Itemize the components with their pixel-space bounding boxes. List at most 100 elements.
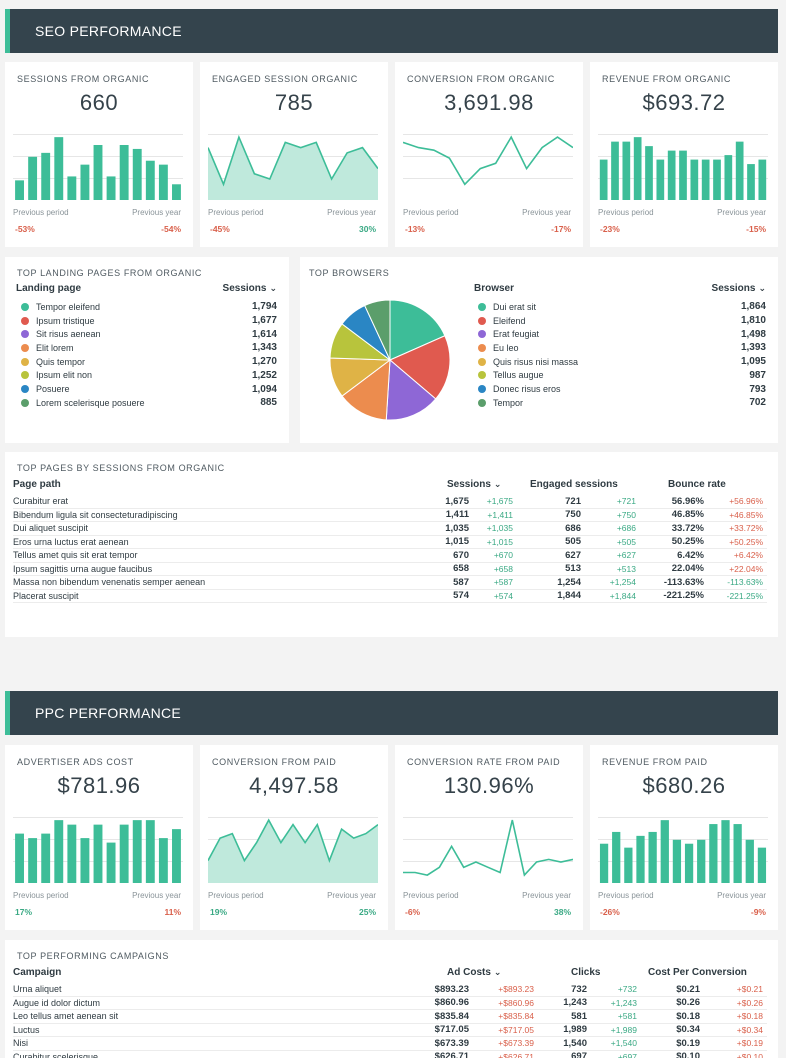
pie-slice[interactable] [364,299,391,361]
row-label: Posuere [36,384,70,395]
clicks-cell: 1,540 [563,1037,587,1049]
browser-row[interactable]: Tempor 702 [478,396,766,410]
previous-year-label: Previous year [717,891,766,900]
engaged-cell: 513 [565,563,581,575]
landing-col-sessions-label: Sessions [222,283,267,294]
spark-bar [672,839,682,883]
browser-row[interactable]: Eleifend 1,810 [478,314,766,328]
landing-page-row[interactable]: Lorem scelerisque posuere 885 [21,396,277,410]
cpc-delta-cell: +$0.18 [736,1011,763,1022]
previous-year-label: Previous year [327,208,376,217]
browser-row[interactable]: Eu leo 1,393 [478,341,766,355]
row-value: 1,094 [251,383,277,395]
campaigns-card: TOP PERFORMING CAMPAIGNS Campaign Ad Cos… [5,940,778,1058]
landing-page-row[interactable]: Ipsum tristique 1,677 [21,314,277,328]
campaign-name-cell: Augue id dolor dictum [13,997,101,1008]
campaigns-col-cost[interactable]: Ad Costs ⌄ [447,967,501,978]
row-label: Ipsum elit non [36,370,93,381]
legend-dot [478,385,486,394]
spark-line [403,135,573,186]
browser-row[interactable]: Tellus augue 987 [478,369,766,383]
row-label: Tempor [493,397,524,408]
table-row[interactable]: Curabitur erat 1,675 +1,675 721 +721 56.96% +5… [13,495,767,509]
engaged-delta-cell: +1,254 [609,577,636,588]
landing-page-row[interactable]: Sit risus aenean 1,614 [21,327,277,341]
spark-bar [93,145,103,200]
spark-area [208,137,378,200]
legend-dot [21,398,29,407]
spark-bar [758,159,767,200]
row-value: 885 [260,397,277,409]
spark-bar [690,159,699,200]
table-row[interactable]: Augue id dolor dictum $860.96 +$860.96 1,24… [13,997,767,1010]
kpi-card: CONVERSION RATE FROM PAID 130.96% Previous… [395,745,583,930]
table-row[interactable]: Bibendum ligula sit consecteturadipiscin… [13,509,767,522]
row-value: 1,677 [251,315,277,327]
legend-dot [478,302,486,311]
browser-row[interactable]: Erat feugiat 1,498 [478,327,766,341]
table-row[interactable]: Urna aliquet $893.23 +$893.23 732 +732 $0.21 +… [13,983,767,997]
pie-slice[interactable] [389,335,451,400]
kpi-value: 785 [274,90,314,115]
engaged-cell: 627 [565,549,581,561]
engaged-cell: 505 [565,536,581,548]
previous-period-label: Previous period [208,208,264,217]
table-row[interactable]: Placerat suscipit 574 +574 1,844 +1,844 -221.… [13,590,767,603]
landing-col-page: Landing page [16,283,81,294]
browser-row[interactable]: Donec risus eros 793 [478,382,766,396]
row-label: Eleifend [493,315,526,326]
previous-period-label: Previous period [13,891,69,900]
table-row[interactable]: Leo tellus amet aenean sit $835.84 +$835.8… [13,1010,767,1024]
pie-slice[interactable] [389,299,446,361]
table-row[interactable]: Curabitur scelerisque $626.71 +$626.71 697 +… [13,1051,767,1058]
spark-bar [709,824,718,883]
landing-page-row[interactable]: Ipsum elit non 1,252 [21,369,277,383]
pie-slice[interactable] [341,358,391,421]
browsers-col-sessions[interactable]: Sessions ⌄ [712,283,766,294]
clicks-cell: 732 [571,983,587,995]
clicks-cell: 697 [571,1051,587,1058]
browser-row[interactable]: Dui erat sit 1,864 [478,300,766,314]
spark-line [208,818,378,863]
clicks-delta-cell: +732 [617,984,637,995]
kpi-sparkline [598,817,768,883]
spark-area [208,820,378,883]
table-row[interactable]: Ipsum sagittis urna augue faucibus 658 +65… [13,563,767,576]
bounce-delta-cell: -221.25% [726,590,763,601]
table-row[interactable]: Dui aliquet suscipit 1,035 +1,035 686 +686 33… [13,522,767,536]
spark-bar [747,164,755,200]
pages-col-sessions[interactable]: Sessions ⌄ [447,479,501,490]
landing-col-sessions[interactable]: Sessions ⌄ [223,283,277,294]
kpi-title: REVENUE FROM ORGANIC [602,74,732,84]
table-row[interactable]: Tellus amet quis sit erat tempor 670 +670 6… [13,549,767,563]
table-row[interactable]: Luctus $717.05 +$717.05 1,989 +1,989 $0.34 +$0… [13,1024,767,1037]
table-row[interactable]: Eros urna luctus erat aenean 1,015 +1,015 5… [13,536,767,549]
row-value: 1,810 [740,315,766,327]
previous-year-change: -15% [746,224,766,234]
spark-bar [172,829,181,883]
table-row[interactable]: Massa non bibendum venenatis semper aene… [13,576,767,590]
bounce-cell: 46.85% [671,509,704,521]
sessions-cell: 658 [453,563,469,575]
kpi-title: CONVERSION RATE FROM PAID [407,757,561,767]
row-value: 1,794 [251,301,277,313]
spark-bar [724,155,733,200]
browser-row[interactable]: Quis risus nisi massa 1,095 [478,355,766,369]
previous-period-change: 19% [210,907,228,917]
browsers-card: TOP BROWSERS Browser Sessions ⌄ Dui erat … [300,257,778,443]
pages-col-engaged: Engaged sessions [530,479,618,490]
cpc-cell: $0.10 [676,1051,700,1058]
spark-bar [701,159,710,200]
ad-cost-cell: $893.23 [434,983,469,995]
ad-cost-delta-cell: +$835.84 [498,1011,534,1022]
spark-bar [733,824,742,883]
landing-page-row[interactable]: Posuere 1,094 [21,382,277,396]
chevron-down-icon: ⌄ [758,283,766,293]
landing-page-row[interactable]: Elit lorem 1,343 [21,341,277,355]
landing-page-row[interactable]: Quis tempor 1,270 [21,355,277,369]
landing-page-row[interactable]: Tempor eleifend 1,794 [21,300,277,314]
clicks-delta-cell: +1,989 [610,1024,637,1035]
table-row[interactable]: Nisi $673.39 +$673.39 1,540 +1,540 $0.19 +$0.1… [13,1037,767,1051]
page-path-cell: Eros urna luctus erat aenean [13,536,129,547]
pie-slice[interactable] [385,358,437,421]
